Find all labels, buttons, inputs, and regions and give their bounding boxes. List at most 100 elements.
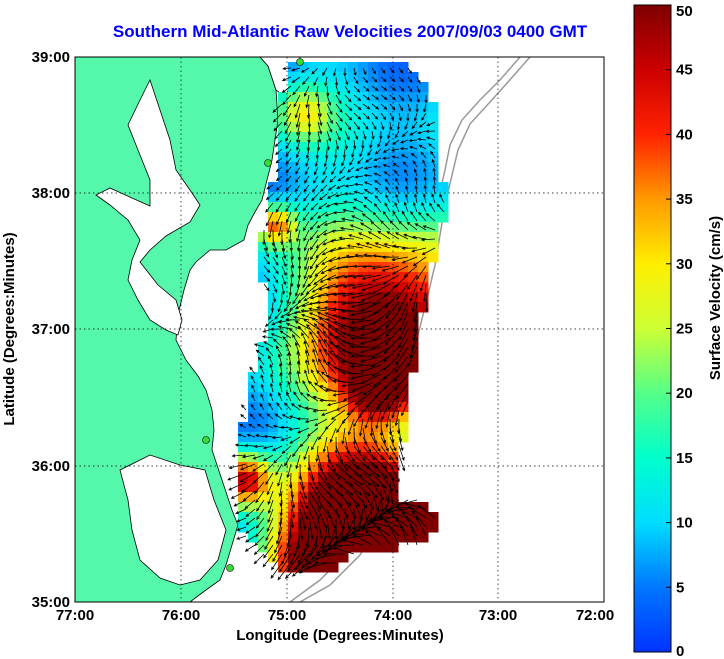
current-vector [363, 173, 373, 178]
velocity-cell [318, 342, 329, 353]
current-vector [317, 130, 322, 143]
velocity-cell [268, 492, 279, 503]
current-vector [249, 413, 256, 420]
current-vector [371, 76, 378, 83]
velocity-cell [298, 492, 309, 503]
velocity-cell [338, 202, 349, 213]
velocity-cell [308, 142, 319, 153]
current-vector [355, 242, 373, 249]
current-vector [349, 224, 364, 231]
velocity-cell [308, 522, 319, 533]
velocity-cell [378, 162, 389, 173]
current-vector [408, 138, 418, 143]
velocity-cell [388, 352, 399, 363]
velocity-cell [368, 102, 379, 113]
velocity-cell [328, 352, 339, 363]
velocity-cell [298, 462, 309, 473]
current-vector [311, 193, 319, 202]
velocity-cell [278, 292, 289, 303]
velocity-cell [288, 452, 299, 463]
current-vector [305, 148, 310, 159]
current-vector [382, 210, 391, 222]
current-vector [325, 318, 346, 330]
current-vector [384, 202, 391, 213]
current-vector [341, 382, 364, 388]
velocity-cell [328, 242, 339, 253]
current-vector [341, 332, 364, 339]
current-vector [371, 112, 379, 120]
velocity-cell [318, 522, 329, 533]
current-vector [364, 409, 373, 429]
current-vector [289, 436, 301, 444]
velocity-cell [418, 222, 429, 233]
current-vector [295, 166, 301, 175]
current-vector [371, 67, 377, 75]
current-vector [246, 433, 256, 438]
velocity-cell [388, 132, 399, 143]
current-vector [244, 499, 256, 510]
current-vector [371, 274, 391, 282]
velocity-cell [318, 422, 329, 433]
current-vector [410, 152, 418, 159]
current-vector [304, 256, 310, 271]
velocity-cell [348, 502, 359, 513]
current-vector [304, 369, 310, 384]
current-vector [322, 330, 337, 348]
current-vector [335, 400, 355, 411]
current-vector [272, 424, 283, 429]
velocity-cell [368, 392, 379, 403]
current-vector [411, 510, 427, 528]
velocity-cell [268, 362, 279, 373]
velocity-cell [368, 202, 379, 213]
velocity-cell [408, 302, 419, 313]
velocity-cell [268, 452, 279, 463]
velocity-cell [368, 282, 379, 293]
current-vector [308, 508, 318, 530]
current-vector [436, 203, 445, 213]
current-vector [302, 202, 310, 212]
current-vector [295, 380, 301, 393]
velocity-cell [408, 332, 419, 343]
velocity-cell [268, 192, 279, 203]
current-vector [318, 358, 328, 375]
velocity-cell [388, 302, 399, 313]
current-vector [398, 445, 405, 461]
current-vector [374, 382, 391, 399]
velocity-cell [288, 322, 299, 333]
current-vector [311, 283, 328, 293]
current-vector [426, 136, 436, 141]
current-vector [304, 349, 310, 366]
current-vector [277, 472, 283, 487]
current-vector [326, 517, 331, 540]
velocity-cell [318, 182, 329, 193]
current-vector [278, 319, 292, 324]
current-vector [275, 175, 283, 182]
velocity-cell [388, 532, 399, 543]
current-vector [272, 112, 283, 123]
velocity-cell [338, 322, 349, 333]
velocity-cell [328, 522, 339, 533]
velocity-cell [348, 262, 359, 273]
velocity-cell [328, 192, 339, 203]
current-vector [269, 392, 274, 402]
current-vector [315, 238, 328, 249]
velocity-cell [358, 482, 369, 493]
colorbar-tick-label: 10 [676, 515, 693, 532]
current-vector [404, 502, 427, 510]
velocity-cell [308, 512, 319, 523]
velocity-cell [358, 132, 369, 143]
velocity-cell [388, 162, 399, 173]
current-vector [275, 345, 283, 357]
current-vector [333, 292, 355, 297]
current-vector [302, 380, 310, 393]
velocity-cell [298, 292, 309, 303]
velocity-cell [408, 272, 419, 283]
velocity-cell [278, 132, 289, 143]
current-vector [292, 333, 301, 348]
velocity-cell [278, 172, 289, 183]
current-vector [374, 179, 382, 186]
current-vector [350, 336, 373, 340]
current-vector [406, 516, 418, 537]
velocity-cell [318, 372, 329, 383]
velocity-cell [338, 212, 349, 223]
